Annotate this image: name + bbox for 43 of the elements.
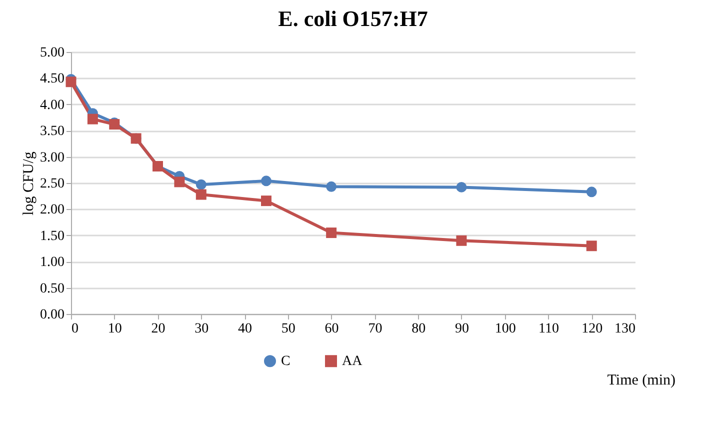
y-tick-label: 2.50 (40, 176, 64, 192)
y-tick-label: 1.00 (40, 255, 64, 270)
point (196, 179, 206, 190)
y-tick-label: 5.00 (40, 46, 64, 60)
point (260, 196, 272, 206)
x-tick-label: 50 (281, 322, 296, 336)
point (260, 176, 272, 186)
y-tick-label: 0.50 (40, 281, 64, 296)
x-tick-label: 120 (582, 322, 603, 336)
point (174, 176, 185, 188)
x-tick-label: 40 (238, 322, 252, 336)
point (326, 181, 337, 192)
x-tick-label: 80 (412, 322, 426, 336)
x-tick-label: 0 (72, 322, 78, 336)
x-tick-label: 10 (108, 322, 122, 336)
x-tick-label: 20 (151, 322, 166, 336)
y-axis-title: log CFU/g (21, 151, 37, 216)
y-tick-label: 3.00 (40, 150, 64, 166)
y-tick-label: 4.00 (40, 98, 64, 113)
y-tick-label: 3.50 (40, 124, 64, 140)
point (196, 189, 206, 200)
y-tick-label: 1.50 (40, 228, 64, 244)
x-tick-label: 70 (368, 322, 382, 336)
x-axis-title: Time (min) (607, 372, 676, 388)
point (326, 228, 337, 238)
x-tick-label: 90 (454, 322, 469, 336)
y-tick-label: 4.50 (40, 72, 64, 87)
point (456, 235, 467, 246)
legend-label: AA (342, 354, 364, 370)
y-tick-label: 2.00 (40, 202, 64, 218)
x-tick-label: 110 (538, 322, 559, 336)
x-tick-label: 30 (194, 322, 209, 336)
y-tick-label: 0.00 (40, 308, 64, 322)
chart-title: E. coli O157:H7 (278, 6, 428, 31)
point (456, 182, 467, 192)
x-tick-label: 60 (324, 322, 339, 336)
point (586, 186, 597, 198)
x-tick-label: 130 (614, 322, 636, 336)
point (66, 76, 76, 88)
point (586, 240, 597, 252)
point (87, 114, 98, 124)
x-tick-label: 100 (494, 322, 516, 336)
legend-label: C (281, 354, 290, 370)
